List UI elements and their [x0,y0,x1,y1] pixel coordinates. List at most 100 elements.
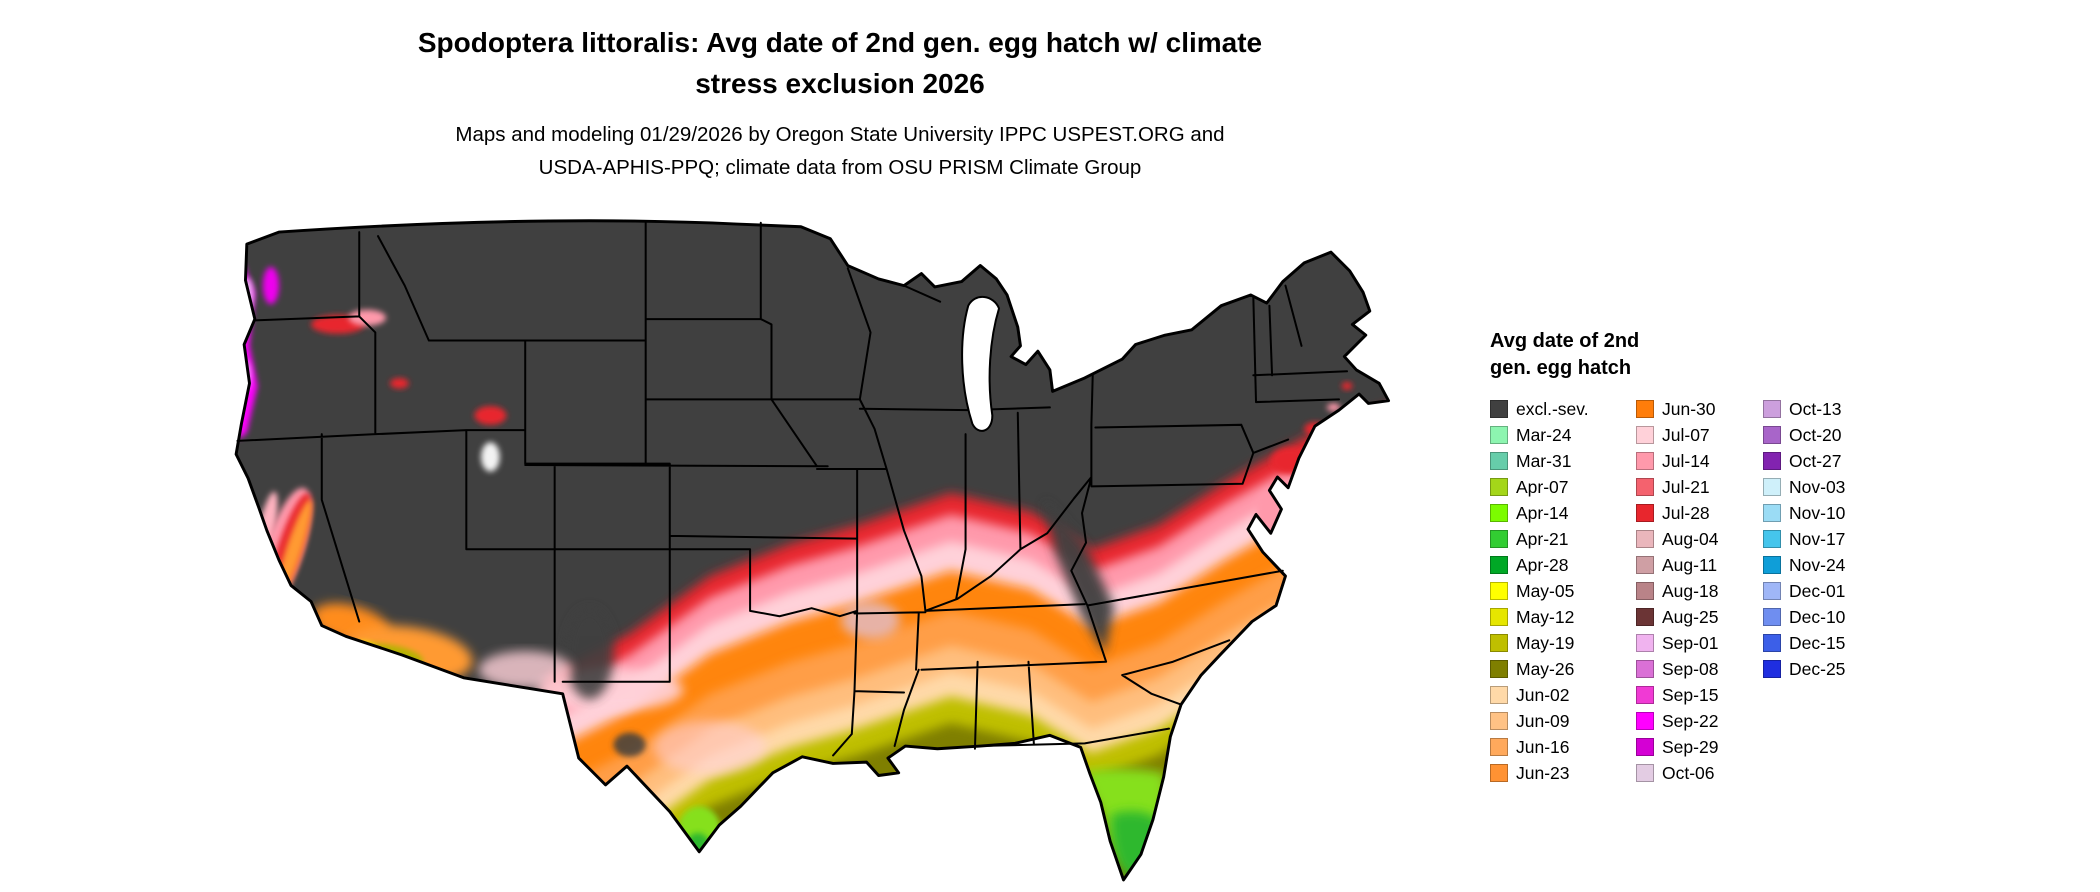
legend-label: May-12 [1516,606,1575,627]
legend-item: Jun-23 [1490,760,1636,786]
legend-swatch [1763,634,1781,652]
legend-label: Jun-23 [1516,762,1570,783]
legend-item: Aug-04 [1636,526,1763,552]
legend-label: Aug-18 [1662,580,1719,601]
legend-label: Apr-14 [1516,502,1569,523]
legend-item: Dec-15 [1763,630,1903,656]
legend-label: Oct-13 [1789,398,1842,419]
legend-swatch [1763,530,1781,548]
map-fill-layers [236,220,1389,880]
legend-swatch [1490,764,1508,782]
legend-swatch [1490,452,1508,470]
legend-item: May-12 [1490,604,1636,630]
legend-label: Jul-07 [1662,424,1710,445]
legend-swatch [1490,738,1508,756]
legend-swatch [1490,634,1508,652]
legend-swatch [1763,582,1781,600]
legend-swatch [1490,530,1508,548]
map-subtitle-line2: USDA-APHIS-PPQ; climate data from OSU PR… [538,156,1142,179]
legend-item: May-26 [1490,656,1636,682]
legend-swatch [1763,478,1781,496]
legend-column-3: Oct-13 Oct-20 Oct-27 Nov-03 Nov-10 Nov-17 Nov-… [1763,396,1903,682]
legend-label: Mar-31 [1516,450,1572,471]
legend-item: excl.-sev. [1490,396,1636,422]
legend-item: Sep-01 [1636,630,1763,656]
legend-item: Sep-29 [1636,734,1763,760]
legend-item: Apr-21 [1490,526,1636,552]
map-title-line2: stress exclusion 2026 [695,68,985,99]
legend-item: Sep-15 [1636,682,1763,708]
legend-item: Oct-27 [1763,448,1903,474]
legend-item: Jul-07 [1636,422,1763,448]
legend-label: Jun-09 [1516,710,1570,731]
legend-label: Sep-29 [1662,736,1719,757]
legend-item: Jul-14 [1636,448,1763,474]
legend-swatch [1636,738,1654,756]
legend-swatch [1490,400,1508,418]
legend-label: Oct-06 [1662,762,1715,783]
us-map [228,212,1406,892]
legend-label: Oct-20 [1789,424,1842,445]
legend-swatch [1636,634,1654,652]
legend-item: Aug-11 [1636,552,1763,578]
legend-swatch [1636,452,1654,470]
legend-label: Oct-27 [1789,450,1842,471]
legend-swatch [1636,556,1654,574]
legend-swatch [1636,426,1654,444]
conus-outline [234,219,1390,882]
legend-swatch [1636,400,1654,418]
legend-item: May-19 [1490,630,1636,656]
legend-item: Sep-22 [1636,708,1763,734]
legend-label: Nov-10 [1789,502,1846,523]
legend-label: Dec-10 [1789,606,1846,627]
legend-label: May-26 [1516,658,1575,679]
legend-column-2: Jun-30 Jul-07 Jul-14 Jul-21 Jul-28 Aug-04 Aug-… [1636,396,1763,786]
map-subtitle-line1: Maps and modeling 01/29/2026 by Oregon S… [455,123,1225,146]
legend-swatch [1490,686,1508,704]
legend-title-line2: gen. egg hatch [1490,357,1632,379]
legend-label: Mar-24 [1516,424,1572,445]
legend-label: Aug-25 [1662,606,1719,627]
legend-swatch [1763,556,1781,574]
legend-label: Apr-21 [1516,528,1569,549]
legend-label: Sep-22 [1662,710,1719,731]
legend-swatch [1763,400,1781,418]
legend-title-line1: Avg date of 2nd [1490,330,1640,352]
legend-item: Nov-24 [1763,552,1903,578]
legend-swatch [1636,686,1654,704]
legend-swatch [1490,478,1508,496]
legend-label: Dec-15 [1789,632,1846,653]
legend-item: Nov-17 [1763,526,1903,552]
legend-label: Nov-03 [1789,476,1846,497]
legend-item: Mar-31 [1490,448,1636,474]
legend-swatch [1490,712,1508,730]
legend-label: Sep-08 [1662,658,1719,679]
legend-item: Jun-16 [1490,734,1636,760]
legend-item: Mar-24 [1490,422,1636,448]
legend-column-1: excl.-sev. Mar-24 Mar-31 Apr-07 Apr-14 Apr-21… [1490,396,1636,786]
header: Spodoptera littoralis: Avg date of 2nd g… [0,22,1680,184]
state-borders [236,221,1349,757]
legend-item: Dec-01 [1763,578,1903,604]
legend-item: Oct-20 [1763,422,1903,448]
legend-swatch [1490,582,1508,600]
legend-item: Dec-25 [1763,656,1903,682]
legend-swatch [1636,582,1654,600]
legend-swatch [1636,504,1654,522]
legend-label: Sep-15 [1662,684,1719,705]
legend-item: Nov-10 [1763,500,1903,526]
legend-item: Dec-10 [1763,604,1903,630]
legend-item: Apr-28 [1490,552,1636,578]
legend-swatch [1636,478,1654,496]
legend-item: Jul-21 [1636,474,1763,500]
legend-label: May-19 [1516,632,1575,653]
legend-label: Jul-14 [1662,450,1710,471]
legend-label: Jun-30 [1662,398,1716,419]
legend-label: Jun-16 [1516,736,1570,757]
legend-swatch [1763,504,1781,522]
legend-item: Jun-02 [1490,682,1636,708]
legend-columns: excl.-sev. Mar-24 Mar-31 Apr-07 Apr-14 Apr-21… [1490,396,1920,786]
map-title-line1: Spodoptera littoralis: Avg date of 2nd g… [417,27,1263,58]
legend-label: Dec-01 [1789,580,1846,601]
